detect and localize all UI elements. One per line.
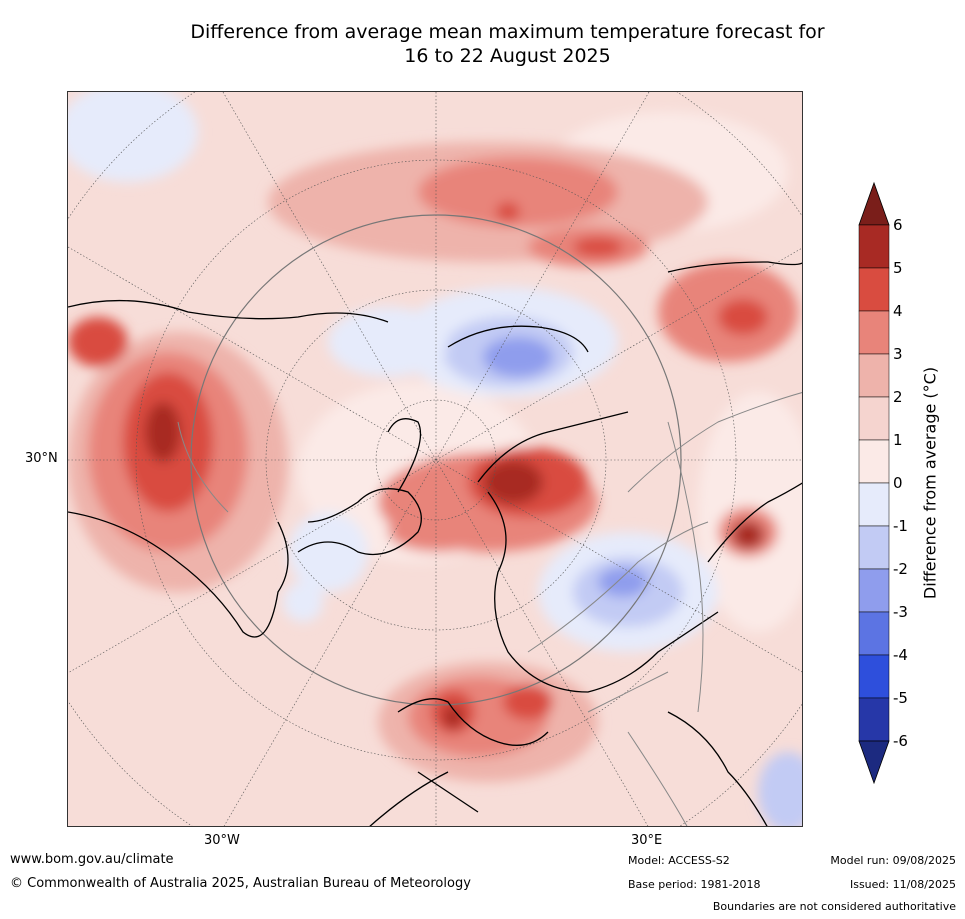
colorbar-segment: [858, 525, 890, 570]
colorbar-tick-label: 6: [893, 216, 903, 234]
colorbar-title: Difference from average (°C): [920, 366, 940, 600]
footer-copyright: © Commonwealth of Australia 2025, Austra…: [10, 876, 471, 891]
colorbar-tick-label: 0: [893, 474, 903, 492]
footer-model: Model: ACCESS-S2: [628, 854, 730, 867]
colorbar-segment: [858, 353, 890, 398]
colorbar-tick-label: 4: [893, 302, 903, 320]
colorbar-segment: [858, 611, 890, 656]
footer-issued: Issued: 11/08/2025: [849, 878, 956, 891]
colorbar-tick-label: -2: [893, 560, 908, 578]
lat-label-30n: 30°N: [25, 451, 58, 466]
footer-model-run: Model run: 09/08/2025: [830, 854, 956, 867]
colorbar-extend-min: [858, 740, 890, 784]
colorbar-tick-label: -6: [893, 732, 908, 750]
colorbar-tick-label: -3: [893, 603, 908, 621]
colorbar-tick-label: 1: [893, 431, 903, 449]
footer-disclaimer: Boundaries are not considered authoritat…: [712, 900, 956, 913]
footer-base-period: Base period: 1981-2018: [628, 878, 761, 891]
colorbar-extend-max: [858, 181, 890, 226]
boundaries: [177, 392, 802, 826]
colorbar-segment: [858, 439, 890, 484]
colorbar-tick-label: -1: [893, 517, 908, 535]
anomaly-field: [68, 92, 802, 826]
colorbar-segment: [858, 224, 890, 269]
title-line-2: 16 to 22 August 2025: [404, 45, 611, 67]
colorbar-tick-label: 3: [893, 345, 903, 363]
colorbar-tick-label: 2: [893, 388, 903, 406]
lon-label-30e: 30°E: [631, 833, 663, 848]
colorbar-segment: [858, 267, 890, 312]
lon-label-30w: 30°W: [204, 833, 240, 848]
title-line-1: Difference from average mean maximum tem…: [190, 21, 825, 43]
colorbar-segment: [858, 568, 890, 613]
colorbar-tick-label: -4: [893, 646, 908, 664]
colorbar-tick-label: 5: [893, 259, 903, 277]
colorbar-segment: [858, 654, 890, 699]
colorbar-segment: [858, 697, 890, 742]
footer-url[interactable]: www.bom.gov.au/climate: [10, 852, 174, 867]
map-title: Difference from average mean maximum tem…: [0, 20, 965, 68]
colorbar-segment: [858, 396, 890, 441]
coastlines: [68, 261, 802, 826]
temperature-anomaly-map: [67, 91, 803, 827]
colorbar-tick-label: -5: [893, 689, 908, 707]
colorbar-segment: [858, 482, 890, 527]
colorbar-segment: [858, 310, 890, 355]
